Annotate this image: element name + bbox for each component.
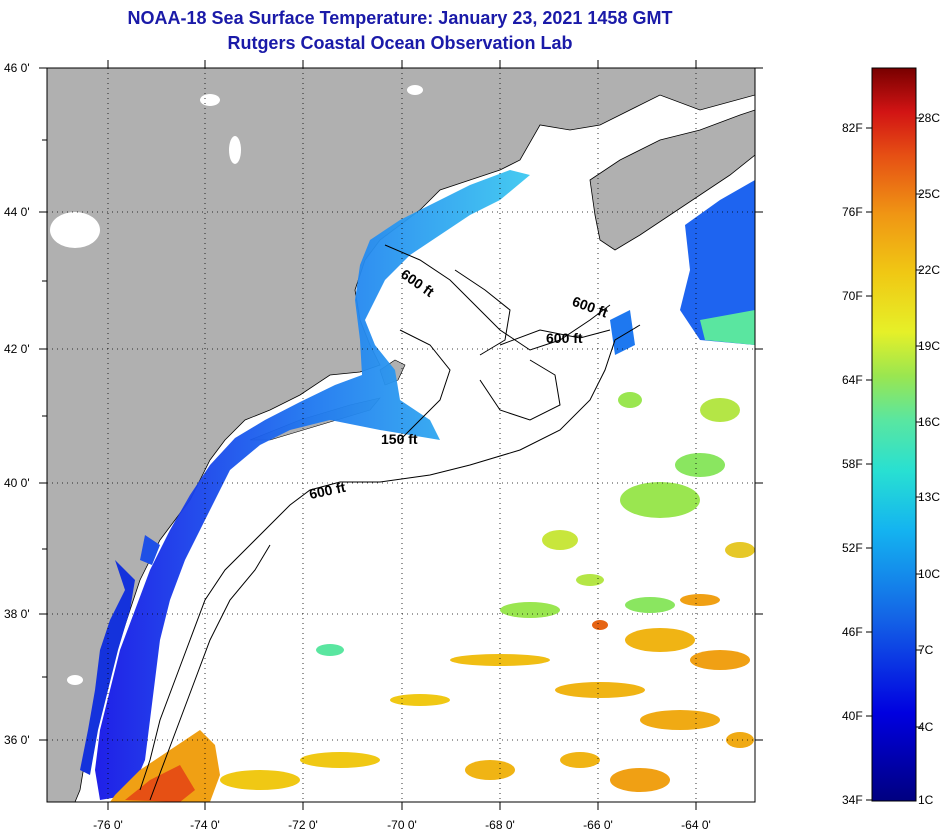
lat-label: 42 0'	[4, 342, 30, 356]
colorbar-f-label: 40F	[842, 709, 863, 723]
colorbar-f-label: 82F	[842, 121, 863, 135]
lat-label: 46 0'	[4, 61, 30, 75]
lon-label: -76 0'	[93, 818, 123, 832]
colorbar-c-label: 16C	[918, 415, 941, 429]
contour-label: 600 ft	[308, 479, 347, 502]
axis-ticks	[39, 60, 763, 810]
contour-label: 600 ft	[546, 330, 583, 346]
map-subtitle: Rutgers Coastal Ocean Observation Lab	[227, 33, 573, 53]
lon-label: -68 0'	[485, 818, 515, 832]
colorbar-f-label: 70F	[842, 289, 863, 303]
colorbar-f-label: 64F	[842, 373, 863, 387]
lat-label: 38 0'	[4, 607, 30, 621]
delaware-bay	[140, 535, 160, 565]
colorbar-f-label: 58F	[842, 457, 863, 471]
colorbar-c-label: 22C	[918, 263, 941, 277]
contour-label: 150 ft	[381, 431, 418, 447]
colorbar-f-label: 76F	[842, 205, 863, 219]
colorbar-c-label: 10C	[918, 567, 941, 581]
map-frame	[46, 67, 756, 803]
colorbar-c-label: 4C	[918, 720, 934, 734]
lon-label: -72 0'	[288, 818, 318, 832]
coastal-sst-band	[95, 170, 530, 800]
colorbar-f-label: 46F	[842, 625, 863, 639]
colorbar-c-label: 13C	[918, 490, 941, 504]
lat-label: 36 0'	[4, 733, 30, 747]
colorbar-c-label: 7C	[918, 643, 934, 657]
warm-hatteras	[110, 730, 220, 802]
offshore-green-patches	[316, 392, 755, 656]
lon-label: -74 0'	[190, 818, 220, 832]
lon-label: -70 0'	[387, 818, 417, 832]
colorbar-f-label: 52F	[842, 541, 863, 555]
colorbar-ticks	[866, 117, 922, 801]
lon-label: -66 0'	[583, 818, 613, 832]
colorbar-c-label: 19C	[918, 339, 941, 353]
lon-label: -64 0'	[681, 818, 711, 832]
colorbar-c-label: 1C	[918, 793, 934, 807]
lat-label: 44 0'	[4, 205, 30, 219]
scotian-shelf-sst	[680, 180, 755, 345]
map-title: NOAA-18 Sea Surface Temperature: January…	[127, 8, 673, 28]
offshore-orange-patches	[220, 594, 754, 792]
colorbar	[871, 67, 917, 802]
land-nova-scotia	[589, 109, 756, 251]
colorbar-f-label: 34F	[842, 793, 863, 807]
graticule	[47, 68, 755, 802]
bathymetry-contours	[139, 244, 641, 801]
lat-label: 40 0'	[4, 476, 30, 490]
colorbar-c-label: 25C	[918, 187, 941, 201]
colorbar-c-label: 28C	[918, 111, 941, 125]
chesapeake-bay	[80, 560, 135, 775]
